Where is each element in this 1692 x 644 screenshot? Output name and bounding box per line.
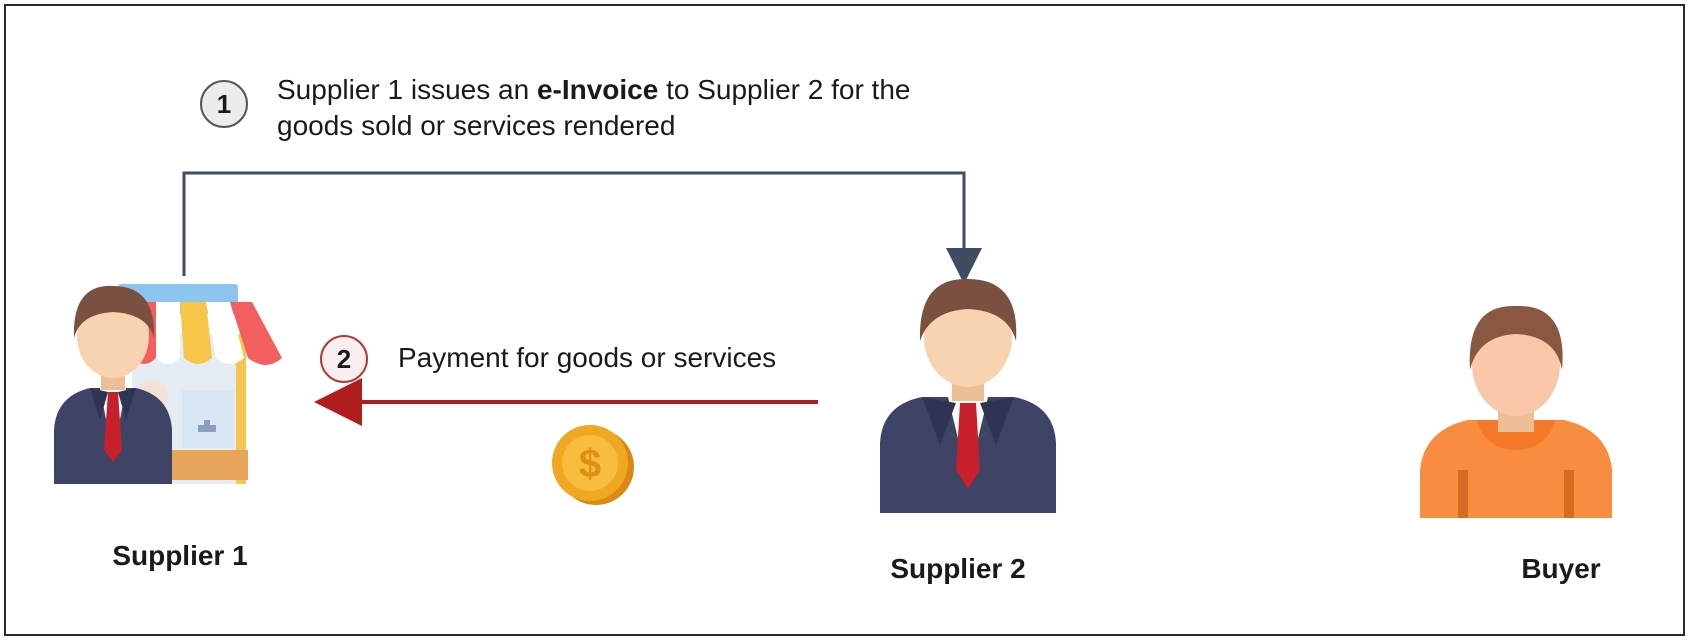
dollar-coin-icon: $	[552, 425, 634, 505]
step-1-badge: 1	[200, 80, 248, 128]
supplier-2-label: Supplier 2	[890, 553, 1026, 584]
step-1-description: Supplier 1 issues an e-Invoice to Suppli…	[277, 72, 977, 144]
step-1-number: 1	[216, 88, 232, 119]
step-1-text-before: Supplier 1 issues an	[277, 74, 537, 105]
step-1-text-after: to Supplier 2 for the goods sold or serv…	[277, 74, 911, 141]
step-2-description: Payment for goods or services	[398, 342, 777, 373]
invoice-arrow	[182, 171, 982, 284]
diagram-frame	[4, 4, 1685, 636]
supplier-1-label: Supplier 1	[112, 540, 248, 571]
svg-text:$: $	[579, 442, 601, 486]
step-2-number: 2	[336, 343, 352, 374]
e-invoice-term: e-Invoice	[536, 74, 659, 105]
shopkeeper-icon	[54, 284, 282, 484]
buyer-label: Buyer	[1521, 553, 1601, 584]
person-icon	[1420, 305, 1612, 518]
step-2-badge: 2	[320, 335, 368, 383]
businessman-icon	[880, 278, 1056, 513]
